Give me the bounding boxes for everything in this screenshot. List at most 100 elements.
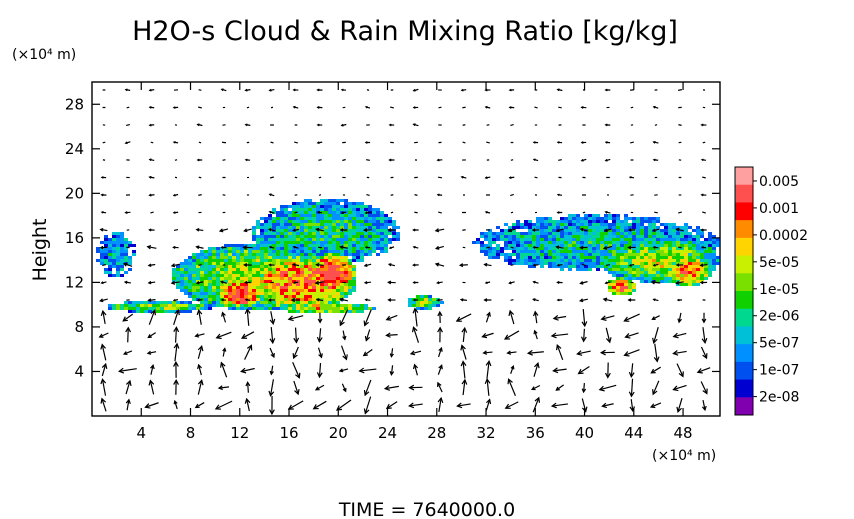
wind-vector-shaft (270, 365, 274, 375)
heat-cell (284, 274, 288, 277)
wind-vector-head (220, 246, 224, 249)
heat-cell (704, 259, 708, 262)
wind-vector-head (240, 367, 247, 374)
heat-cell (616, 277, 620, 280)
heat-cell (256, 256, 260, 259)
heat-cell (248, 280, 252, 283)
heat-cell (352, 256, 356, 259)
heat-cell (196, 259, 200, 262)
heat-cell (292, 265, 296, 268)
heat-cell (268, 283, 272, 286)
heat-cell (696, 280, 700, 283)
wind-vector-head (172, 193, 176, 197)
heat-cell (352, 277, 356, 280)
heat-cell (656, 229, 660, 232)
wind-vector-head (148, 106, 152, 109)
heat-cell (188, 256, 192, 259)
heat-cell (352, 289, 356, 292)
heat-cell (260, 301, 264, 304)
heat-cell (200, 256, 204, 259)
heat-cell (268, 277, 272, 280)
heat-cell (320, 232, 324, 235)
heat-cell (304, 286, 308, 289)
heat-cell (300, 250, 304, 253)
heat-cell (340, 295, 344, 298)
heat-cell (568, 256, 572, 259)
wind-vector-head (220, 361, 226, 368)
wind-vector-shaft (318, 176, 322, 179)
heat-cell (616, 223, 620, 226)
heat-cell (708, 259, 712, 262)
heat-cell (652, 223, 656, 226)
heat-cell (320, 208, 324, 211)
heat-cell (288, 271, 292, 274)
wind-vector-head (240, 333, 248, 339)
wind-vector-head (580, 158, 584, 162)
heat-cell (424, 301, 428, 304)
heat-cell (288, 265, 292, 268)
heat-cell (376, 238, 380, 241)
heat-cell (684, 229, 688, 232)
heat-cell (308, 268, 312, 271)
heat-cell (292, 304, 296, 307)
heat-cell (268, 262, 272, 265)
heat-cell (236, 280, 240, 283)
heat-cell (516, 262, 520, 265)
heat-cell (276, 283, 280, 286)
wind-vector-head (292, 88, 296, 92)
wind-vector-shaft (293, 346, 299, 359)
heat-cell (224, 280, 228, 283)
heat-cell (320, 226, 324, 229)
wind-vector-shaft (438, 176, 442, 179)
heat-cell (324, 253, 328, 256)
heat-cell (144, 307, 148, 310)
heat-cell (696, 256, 700, 259)
heat-cell (520, 247, 524, 250)
heat-cell (360, 211, 364, 214)
heat-cell (292, 241, 296, 244)
wind-vector-shaft (462, 141, 466, 144)
heat-cell (300, 220, 304, 223)
heat-cell (348, 223, 352, 226)
heat-cell (532, 235, 536, 238)
heat-cell (272, 235, 276, 238)
heat-cell (340, 307, 344, 310)
wind-vector-head (651, 228, 656, 233)
heat-cell (352, 235, 356, 238)
heat-cell (124, 256, 128, 259)
heat-cell (112, 304, 116, 307)
x-tick-label: 8 (186, 424, 196, 442)
heat-cell (608, 262, 612, 265)
heat-cell (692, 256, 696, 259)
heat-cell (676, 256, 680, 259)
heat-cell (676, 250, 680, 253)
heat-cell (244, 268, 248, 271)
heat-cell (128, 307, 132, 310)
heat-cell (332, 202, 336, 205)
heat-cell (272, 238, 276, 241)
heat-cell (516, 244, 520, 247)
heat-cell (580, 235, 584, 238)
heat-cell (300, 223, 304, 226)
heat-cell (296, 268, 300, 271)
heat-cell (244, 256, 248, 259)
wind-vector-shaft (241, 367, 255, 373)
heat-cell (224, 262, 228, 265)
heat-cell (516, 247, 520, 250)
heat-cell (688, 256, 692, 259)
heat-cell (608, 253, 612, 256)
heat-cell (360, 220, 364, 223)
heat-cell (192, 259, 196, 262)
heat-cell (248, 307, 252, 310)
heat-cell (620, 256, 624, 259)
heat-cell (240, 274, 244, 277)
heat-cell (312, 235, 316, 238)
heat-cell (584, 265, 588, 268)
heat-cell (568, 268, 572, 271)
heat-cell (312, 295, 316, 298)
wind-vector-head (220, 280, 224, 284)
heat-cell (340, 226, 344, 229)
heat-cell (324, 307, 328, 310)
heat-cell (676, 274, 680, 277)
heat-cell (296, 253, 300, 256)
